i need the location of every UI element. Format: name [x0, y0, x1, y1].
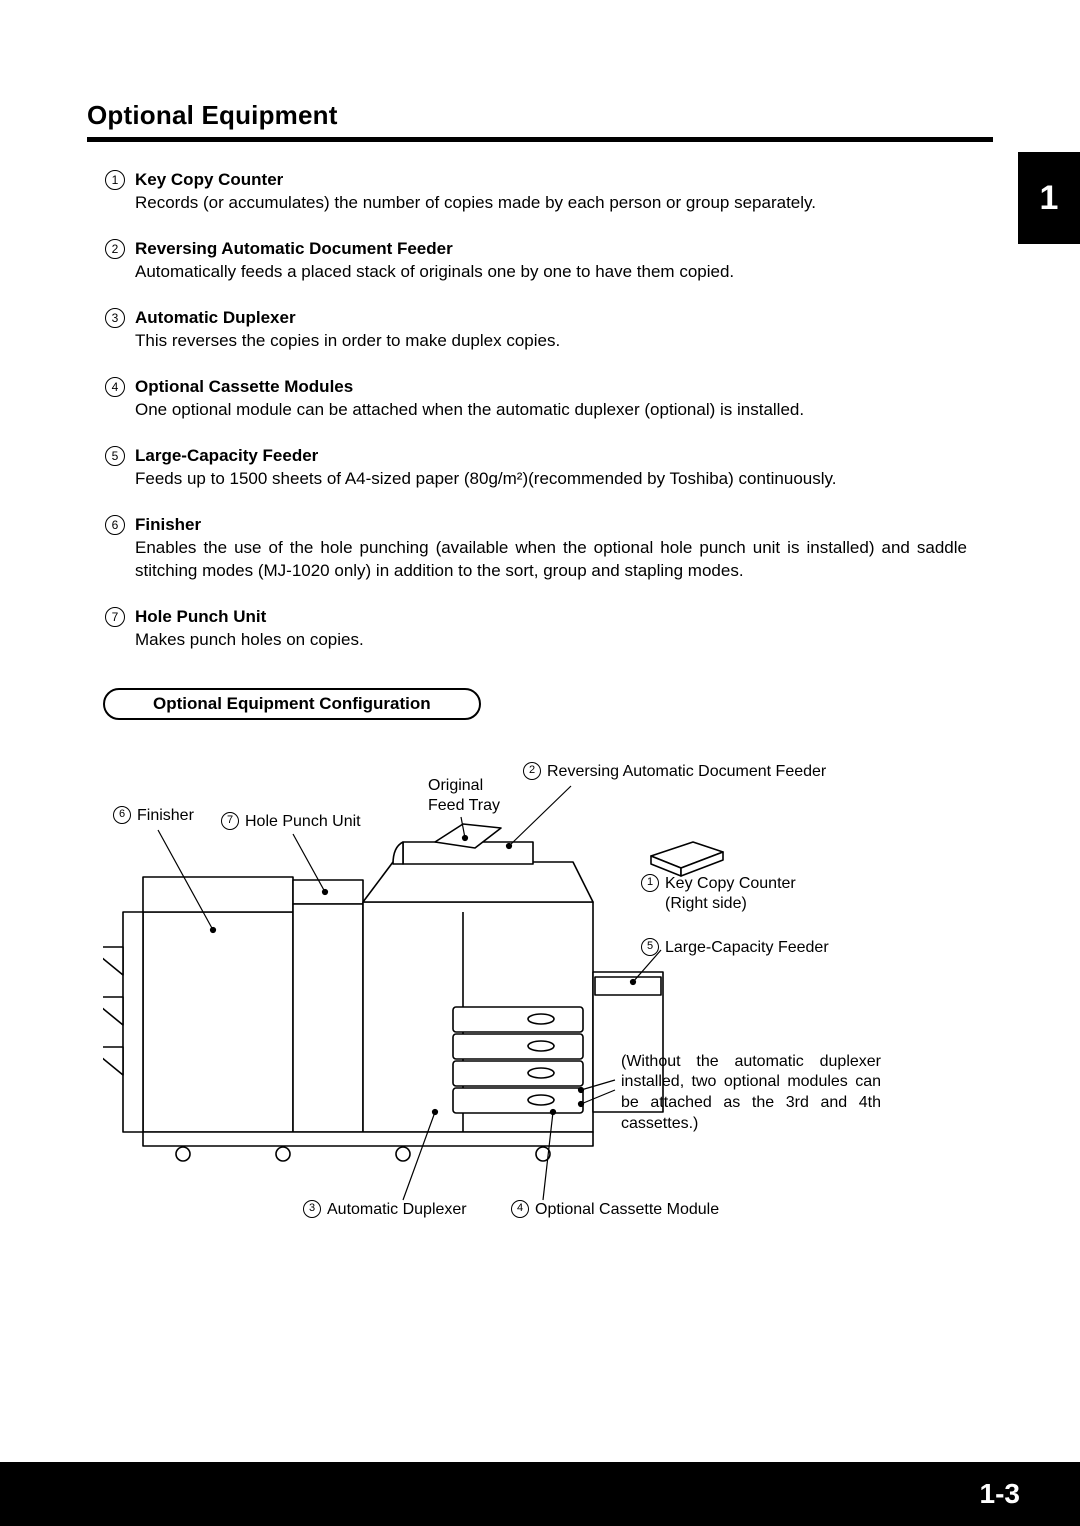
circled-number-icon: 4 [511, 1200, 529, 1218]
circled-number-icon: 2 [523, 762, 541, 780]
item-name: Optional Cassette Modules [135, 377, 353, 397]
circled-number-icon: 3 [303, 1200, 321, 1218]
label-key-counter-b: (Right side) [665, 894, 747, 915]
label-text: Finisher [137, 806, 194, 827]
item-desc: Records (or accumulates) the number of c… [105, 192, 967, 215]
label-lcf: 5 Large-Capacity Feeder [641, 938, 829, 959]
item-desc: Feeds up to 1500 sheets of A4-sized pape… [105, 468, 967, 491]
list-item: 7 Hole Punch Unit Makes punch holes on c… [105, 607, 967, 652]
label-note: (Without the automatic duplexer installe… [621, 1052, 881, 1135]
item-number-icon: 6 [105, 515, 125, 535]
copier-illustration [103, 772, 973, 1232]
circled-number-icon: 1 [641, 874, 659, 892]
equipment-diagram: 6 Finisher 7 Hole Punch Unit Original Fe… [103, 772, 973, 1232]
page-number: 1-3 [980, 1478, 1020, 1510]
item-desc: Makes punch holes on copies. [105, 629, 967, 652]
label-key-counter: 1 Key Copy Counter [641, 874, 796, 895]
item-number-icon: 4 [105, 377, 125, 397]
label-feed-tray: Original [428, 776, 483, 797]
list-item: 6 Finisher Enables the use of the hole p… [105, 515, 967, 583]
item-number-icon: 1 [105, 170, 125, 190]
label-text: Key Copy Counter [665, 874, 796, 895]
label-finisher: 6 Finisher [113, 806, 194, 827]
item-desc: This reverses the copies in order to mak… [105, 330, 967, 353]
label-feed-tray-b: Feed Tray [428, 796, 500, 817]
item-name: Reversing Automatic Document Feeder [135, 239, 453, 259]
item-number-icon: 3 [105, 308, 125, 328]
label-text: Original [428, 776, 483, 797]
circled-number-icon: 5 [641, 938, 659, 956]
label-radf: 2 Reversing Automatic Document Feeder [523, 762, 826, 783]
list-item: 3 Automatic Duplexer This reverses the c… [105, 308, 967, 353]
label-text: Hole Punch Unit [245, 812, 361, 833]
item-name: Automatic Duplexer [135, 308, 296, 328]
circled-number-icon: 6 [113, 806, 131, 824]
list-item: 4 Optional Cassette Modules One optional… [105, 377, 967, 422]
label-text: (Without the automatic duplexer installe… [621, 1052, 881, 1135]
item-desc: Automatically feeds a placed stack of or… [105, 261, 967, 284]
item-number-icon: 7 [105, 607, 125, 627]
label-text: (Right side) [665, 894, 747, 915]
title-rule [87, 137, 993, 142]
label-hole-punch: 7 Hole Punch Unit [221, 812, 361, 833]
page-title: Optional Equipment [87, 100, 993, 131]
label-text: Automatic Duplexer [327, 1200, 467, 1221]
item-desc: One optional module can be attached when… [105, 399, 967, 422]
list-item: 5 Large-Capacity Feeder Feeds up to 1500… [105, 446, 967, 491]
item-name: Large-Capacity Feeder [135, 446, 318, 466]
section-heading-wrap: Optional Equipment Configuration [103, 688, 993, 720]
equipment-list: 1 Key Copy Counter Records (or accumulat… [87, 170, 967, 652]
list-item: 2 Reversing Automatic Document Feeder Au… [105, 239, 967, 284]
item-name: Finisher [135, 515, 201, 535]
label-duplexer: 3 Automatic Duplexer [303, 1200, 467, 1221]
label-text: Feed Tray [428, 796, 500, 817]
item-number-icon: 5 [105, 446, 125, 466]
label-cassette: 4 Optional Cassette Module [511, 1200, 719, 1221]
label-text: Large-Capacity Feeder [665, 938, 829, 959]
item-desc: Enables the use of the hole punching (av… [105, 537, 967, 583]
page: Optional Equipment 1 1 Key Copy Counter … [0, 0, 1080, 1526]
page-footer: 1-3 [0, 1462, 1080, 1526]
section-heading: Optional Equipment Configuration [103, 688, 481, 720]
item-number-icon: 2 [105, 239, 125, 259]
label-text: Optional Cassette Module [535, 1200, 719, 1221]
item-name: Key Copy Counter [135, 170, 283, 190]
chapter-tab: 1 [1018, 152, 1080, 244]
circled-number-icon: 7 [221, 812, 239, 830]
label-text: Reversing Automatic Document Feeder [547, 762, 826, 783]
list-item: 1 Key Copy Counter Records (or accumulat… [105, 170, 967, 215]
item-name: Hole Punch Unit [135, 607, 266, 627]
